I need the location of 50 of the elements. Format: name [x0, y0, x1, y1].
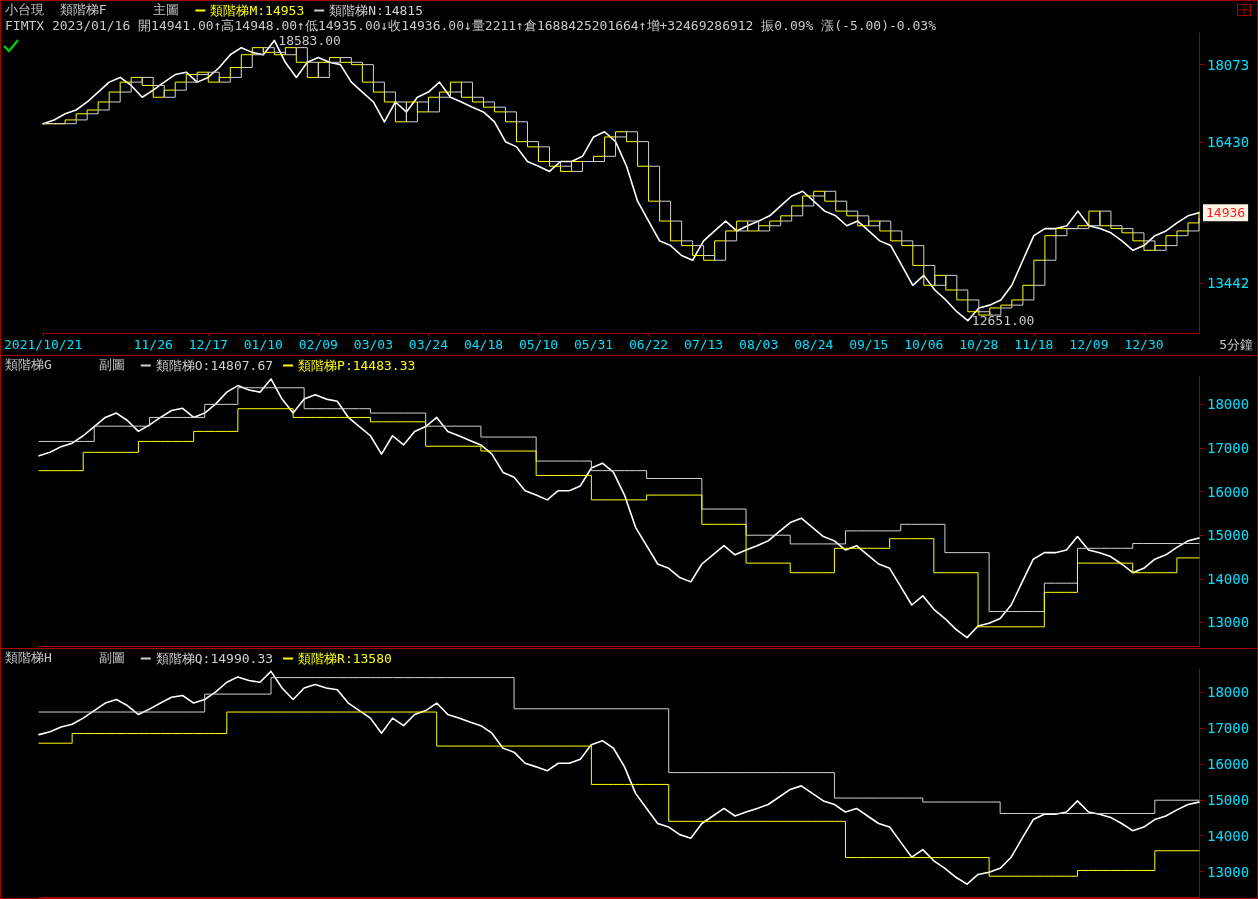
x-tick-label: 04/18	[463, 337, 504, 352]
x-tick-label: 08/03	[739, 337, 779, 352]
annotation: 12651.00	[971, 313, 1035, 329]
x-tick-label: 03/03	[353, 337, 393, 352]
x-tick-label: 01/10	[243, 337, 283, 352]
x-tick-label: 12/30	[1124, 337, 1164, 352]
x-tick-label: 07/13	[684, 337, 724, 352]
legend-label: 類階梯P:14483.33	[298, 358, 416, 373]
x-tick-label: 09/15	[849, 337, 889, 352]
y-tick-label: 16430	[1207, 134, 1250, 151]
x-tick-label: 10/06	[904, 337, 944, 352]
y-tick-label: 14000	[1207, 827, 1250, 844]
legend-label: 類階梯M:14953	[210, 3, 305, 18]
x-tick-label: 12/17	[188, 337, 228, 352]
y-tick-label: 15000	[1207, 527, 1250, 544]
legend-label: 類階梯O:14807.67	[155, 358, 274, 373]
x-tick-label: 12/09	[1069, 337, 1109, 352]
x-tick-label: 10/28	[959, 337, 999, 352]
x-tick-label: 2021/10/21	[3, 337, 83, 352]
chart-title: 類階梯G 副圖	[5, 357, 125, 372]
x-tick-label: 05/31	[573, 337, 614, 352]
y-tick-label: 17000	[1207, 720, 1250, 737]
x-tick-label: 11/26	[133, 337, 173, 352]
chart-title: 小台現 類階梯F 主圖	[5, 2, 180, 17]
y-tick-label: 16000	[1207, 483, 1250, 500]
y-tick-label: 14000	[1207, 570, 1250, 587]
x-tick-label: 02/09	[298, 337, 338, 352]
legend-label: 類階梯Q:14990.33	[155, 651, 274, 666]
legend-label: 類階梯N:14815	[329, 3, 424, 18]
x-tick-label: 06/22	[629, 337, 669, 352]
chart-title: 類階梯H 副圖	[5, 650, 125, 665]
line-series	[38, 670, 1200, 885]
y-tick-label: 15000	[1207, 791, 1250, 808]
y-tick-label: 13000	[1207, 614, 1250, 631]
y-tick-label: 17000	[1207, 439, 1250, 456]
x-tick-label: 05/10	[518, 337, 559, 352]
text: 5分鐘	[1219, 337, 1253, 352]
annotation: 18583.00	[278, 32, 341, 48]
text: 14936	[1206, 205, 1246, 221]
y-tick-label: 13442	[1207, 275, 1250, 292]
chart-subtitle: FIMTX 2023/01/16 開14941.00↑高14948.00↑低14935.00↓收14936.00↓量2211↑倉1688425201664↑增+32469286912 振0.09% 漲(-5.00)-0.03%	[5, 18, 937, 33]
x-tick-label: 11/18	[1014, 337, 1054, 352]
y-tick-label: 13000	[1207, 863, 1250, 880]
x-tick-label: 08/24	[794, 337, 834, 352]
y-tick-label: 16000	[1207, 756, 1250, 772]
y-tick-label: 18073	[1207, 56, 1250, 73]
legend-label: 類階梯R:13580	[298, 651, 392, 666]
y-tick-label: 18000	[1207, 684, 1250, 701]
y-tick-label: 18000	[1207, 396, 1250, 413]
x-tick-label: 03/24	[408, 337, 449, 352]
